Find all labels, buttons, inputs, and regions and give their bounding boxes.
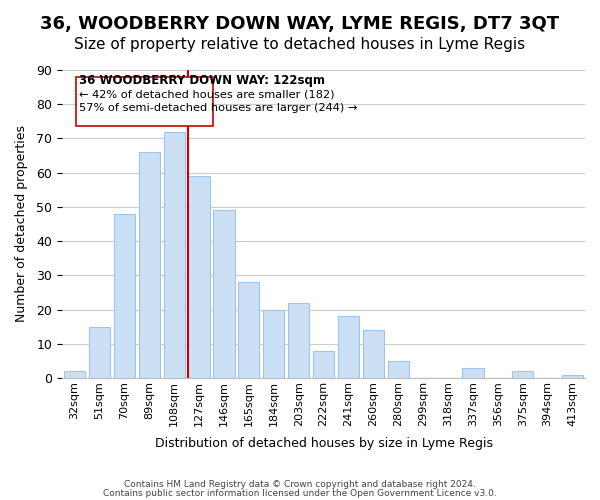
Bar — [214, 210, 235, 378]
X-axis label: Distribution of detached houses by size in Lyme Regis: Distribution of detached houses by size … — [155, 437, 493, 450]
Bar — [363, 330, 384, 378]
Bar — [164, 132, 185, 378]
Bar — [188, 176, 209, 378]
Bar — [139, 152, 160, 378]
Text: ← 42% of detached houses are smaller (182): ← 42% of detached houses are smaller (18… — [79, 90, 335, 100]
Bar — [562, 374, 583, 378]
Bar — [263, 310, 284, 378]
Bar — [338, 316, 359, 378]
Bar — [463, 368, 484, 378]
Bar — [313, 350, 334, 378]
Text: Contains HM Land Registry data © Crown copyright and database right 2024.: Contains HM Land Registry data © Crown c… — [124, 480, 476, 489]
Bar — [512, 371, 533, 378]
Text: Contains public sector information licensed under the Open Government Licence v3: Contains public sector information licen… — [103, 488, 497, 498]
Bar — [114, 214, 135, 378]
Text: Size of property relative to detached houses in Lyme Regis: Size of property relative to detached ho… — [74, 38, 526, 52]
Bar — [288, 302, 309, 378]
Y-axis label: Number of detached properties: Number of detached properties — [15, 126, 28, 322]
Text: 57% of semi-detached houses are larger (244) →: 57% of semi-detached houses are larger (… — [79, 103, 358, 113]
Bar — [238, 282, 259, 378]
Text: 36, WOODBERRY DOWN WAY, LYME REGIS, DT7 3QT: 36, WOODBERRY DOWN WAY, LYME REGIS, DT7 … — [40, 15, 560, 33]
Bar — [76, 77, 214, 126]
Bar — [388, 361, 409, 378]
Text: 36 WOODBERRY DOWN WAY: 122sqm: 36 WOODBERRY DOWN WAY: 122sqm — [79, 74, 325, 86]
Bar — [64, 371, 85, 378]
Bar — [89, 326, 110, 378]
